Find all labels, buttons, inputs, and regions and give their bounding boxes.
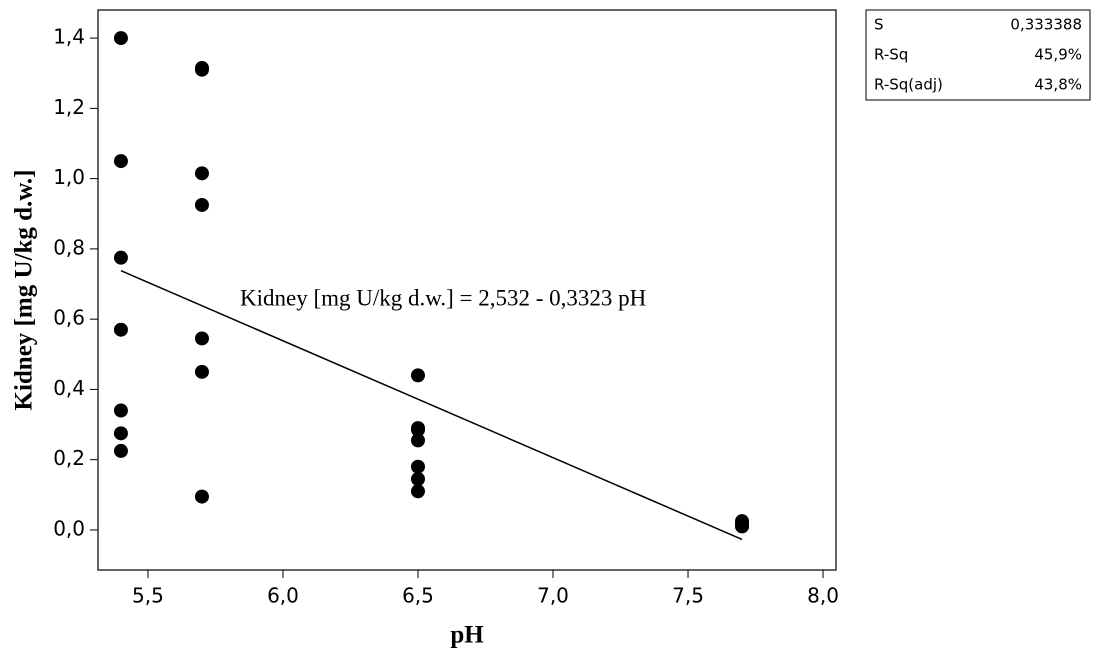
- x-tick-label: 8,0: [807, 584, 839, 608]
- x-tick-label: 7,5: [672, 584, 704, 608]
- stat-label: R-Sq: [874, 46, 908, 64]
- point: [410, 433, 425, 448]
- y-tick-label: 0,8: [53, 235, 85, 259]
- point: [113, 426, 128, 441]
- point: [113, 322, 128, 337]
- point: [194, 62, 209, 77]
- stats-box: [865, 9, 1091, 101]
- point: [735, 519, 750, 534]
- point: [194, 331, 209, 346]
- y-tick-label: 1,4: [53, 25, 85, 49]
- point: [410, 484, 425, 499]
- point: [113, 154, 128, 169]
- x-tick-label: 6,0: [267, 584, 299, 608]
- stat-label: R-Sq(adj): [874, 76, 943, 94]
- point: [113, 31, 128, 46]
- point: [113, 443, 128, 458]
- y-tick-label: 0,2: [53, 446, 85, 470]
- point: [194, 489, 209, 504]
- x-tick-label: 5,5: [132, 584, 164, 608]
- point: [410, 472, 425, 487]
- point: [194, 364, 209, 379]
- point: [410, 459, 425, 474]
- x-tick-label: 6,5: [402, 584, 434, 608]
- point: [113, 403, 128, 418]
- y-tick-label: 0,4: [53, 376, 85, 400]
- y-tick-label: 0,6: [53, 306, 85, 330]
- point: [410, 368, 425, 383]
- stat-value: 43,8%: [1034, 76, 1082, 94]
- y-tick-label: 1,0: [53, 165, 85, 189]
- fit-line: [120, 269, 743, 541]
- stat-value: 0,333388: [1010, 16, 1082, 34]
- point: [194, 197, 209, 212]
- plot-frame: [97, 9, 837, 571]
- annotation: Kidney [mg U/kg d.w.] = 2,532 - 0,3323 p…: [240, 285, 646, 310]
- x-tick-label: 7,0: [537, 584, 569, 608]
- y-tick-label: 1,2: [53, 95, 85, 119]
- stat-label: S: [874, 16, 884, 34]
- point: [194, 166, 209, 181]
- stat-value: 45,9%: [1034, 46, 1082, 64]
- y-tick-label: 0,0: [53, 516, 85, 540]
- point: [113, 250, 128, 265]
- point: [410, 422, 425, 437]
- x-axis-title: pH: [450, 622, 484, 649]
- y-axis-title: Kidney [mg U/kg d.w.]: [11, 169, 38, 410]
